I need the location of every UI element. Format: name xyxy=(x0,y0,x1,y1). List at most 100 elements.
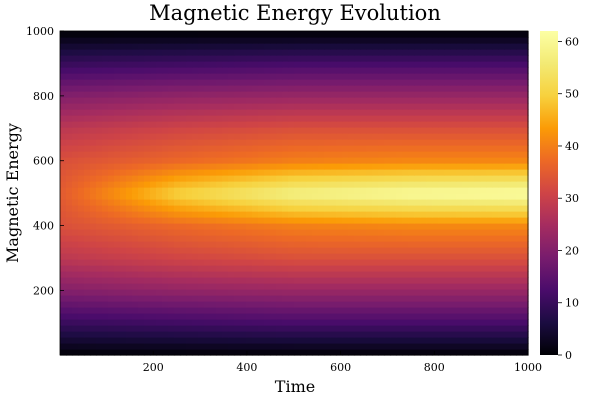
heatmap-cell xyxy=(120,253,127,260)
heatmap-cell xyxy=(408,271,415,278)
heatmap-cell xyxy=(204,61,211,68)
heatmap-cell xyxy=(216,199,223,206)
heatmap-cell xyxy=(192,223,199,230)
heatmap-cell xyxy=(78,79,85,86)
heatmap-cell xyxy=(402,193,409,200)
heatmap-cell xyxy=(426,331,433,338)
heatmap-cell xyxy=(468,289,475,296)
heatmap-cell xyxy=(468,199,475,206)
heatmap-cell xyxy=(378,73,385,80)
heatmap-cell xyxy=(318,211,325,218)
heatmap-cell xyxy=(312,301,319,308)
heatmap-cell xyxy=(228,193,235,200)
heatmap-cell xyxy=(66,121,73,128)
heatmap-cell xyxy=(246,97,253,104)
heatmap-cell xyxy=(414,133,421,140)
heatmap-cell xyxy=(156,283,163,290)
heatmap-cell xyxy=(126,115,133,122)
heatmap-cell xyxy=(474,97,481,104)
heatmap-cell xyxy=(432,283,439,290)
heatmap-cell xyxy=(204,247,211,254)
heatmap-cell xyxy=(378,139,385,146)
heatmap-cell xyxy=(132,235,139,242)
heatmap-cell xyxy=(138,337,145,344)
heatmap-cell xyxy=(240,199,247,206)
heatmap-cell xyxy=(96,139,103,146)
heatmap-cell xyxy=(228,211,235,218)
heatmap-cell xyxy=(498,121,505,128)
heatmap-cell xyxy=(498,193,505,200)
heatmap-cell xyxy=(522,295,529,302)
heatmap-cell xyxy=(258,319,265,326)
heatmap-cell xyxy=(222,67,229,74)
heatmap-cell xyxy=(330,289,337,296)
heatmap-cell xyxy=(480,259,487,266)
heatmap-cell xyxy=(444,85,451,92)
heatmap-cell xyxy=(114,97,121,104)
heatmap-cell xyxy=(234,259,241,266)
heatmap-cell xyxy=(318,115,325,122)
heatmap-cell xyxy=(492,205,499,212)
heatmap-cell xyxy=(510,277,517,284)
heatmap-cell xyxy=(360,301,367,308)
heatmap-cell xyxy=(78,211,85,218)
heatmap-cell xyxy=(372,223,379,230)
heatmap-cell xyxy=(270,127,277,134)
heatmap-cell xyxy=(192,349,199,356)
heatmap-cell xyxy=(198,175,205,182)
heatmap-cell xyxy=(378,325,385,332)
heatmap-cell xyxy=(114,85,121,92)
x-axis-ticks: 200 400 600 800 1000 xyxy=(143,351,542,374)
heatmap-cell xyxy=(264,121,271,128)
heatmap-cell xyxy=(126,229,133,236)
heatmap-cell xyxy=(114,211,121,218)
heatmap-cell xyxy=(426,175,433,182)
heatmap-cell xyxy=(336,295,343,302)
heatmap-cell xyxy=(300,205,307,212)
heatmap-cell xyxy=(306,31,313,38)
heatmap-cell xyxy=(450,109,457,116)
heatmap-cell xyxy=(108,163,115,170)
heatmap-cell xyxy=(444,157,451,164)
heatmap-cell xyxy=(492,331,499,338)
heatmap-cell xyxy=(138,277,145,284)
heatmap-cell xyxy=(426,157,433,164)
heatmap-cell xyxy=(522,37,529,44)
heatmap-cell xyxy=(408,61,415,68)
heatmap-cell xyxy=(210,97,217,104)
heatmap-cell xyxy=(480,211,487,218)
heatmap-cell xyxy=(120,133,127,140)
heatmap-cell xyxy=(270,193,277,200)
heatmap-cell xyxy=(84,73,91,80)
heatmap-cell xyxy=(180,319,187,326)
heatmap-cell xyxy=(318,289,325,296)
heatmap-cell xyxy=(276,217,283,224)
heatmap-cell xyxy=(390,181,397,188)
heatmap-cell xyxy=(132,115,139,122)
heatmap-cell xyxy=(384,235,391,242)
heatmap-cell xyxy=(324,313,331,320)
heatmap-cell xyxy=(486,85,493,92)
heatmap-cell xyxy=(498,157,505,164)
heatmap-cell xyxy=(348,73,355,80)
heatmap-cell xyxy=(444,169,451,176)
heatmap-cell xyxy=(360,91,367,98)
heatmap-cell xyxy=(414,31,421,38)
heatmap-cell xyxy=(366,97,373,104)
heatmap-cell xyxy=(204,127,211,134)
heatmap-cell xyxy=(402,187,409,194)
heatmap-cell xyxy=(174,241,181,248)
heatmap-cell xyxy=(192,319,199,326)
heatmap-cell xyxy=(192,211,199,218)
heatmap-cell xyxy=(324,79,331,86)
heatmap-cell xyxy=(408,283,415,290)
heatmap-cell xyxy=(396,115,403,122)
heatmap-cell xyxy=(186,169,193,176)
heatmap-cell xyxy=(522,91,529,98)
heatmap-cell xyxy=(348,343,355,350)
heatmap-cell xyxy=(474,139,481,146)
heatmap-cell xyxy=(114,319,121,326)
heatmap-cell xyxy=(210,271,217,278)
heatmap-cell xyxy=(84,175,91,182)
heatmap-cell xyxy=(120,43,127,50)
